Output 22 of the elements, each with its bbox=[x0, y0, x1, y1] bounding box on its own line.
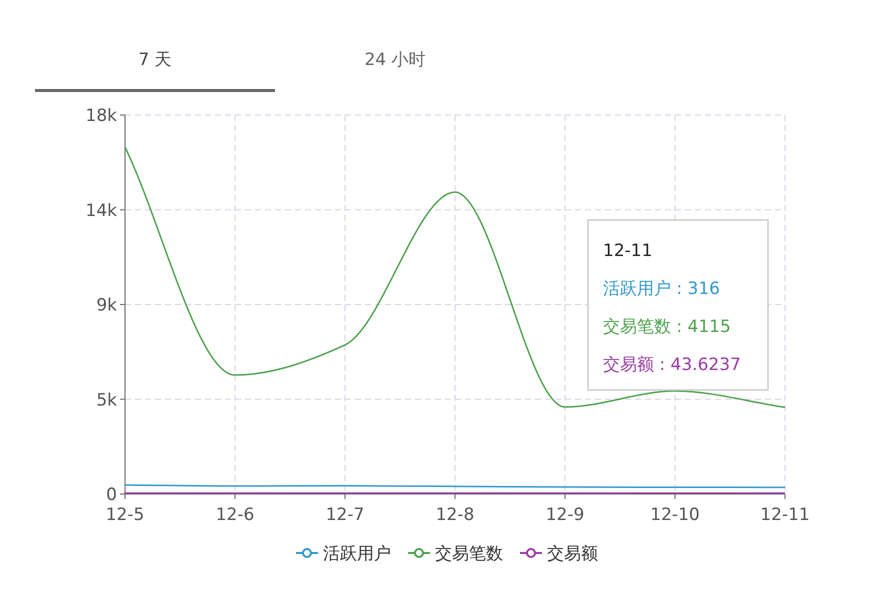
x-tick-label: 12-5 bbox=[106, 505, 144, 525]
legend-label: 活跃用户 bbox=[323, 544, 391, 564]
legend-label: 交易额 bbox=[547, 544, 598, 564]
annotation: 交易额 : 43.6237 bbox=[603, 355, 741, 375]
x-tick-label: 12-8 bbox=[436, 505, 474, 525]
annotation: 12-11 bbox=[603, 241, 652, 261]
y-tick-label: 0 bbox=[106, 485, 117, 505]
y-tick-label: 5k bbox=[96, 390, 118, 410]
y-tick-label: 9k bbox=[96, 296, 118, 316]
text: 7 天 bbox=[138, 50, 172, 70]
x-tick-label: 12-9 bbox=[546, 505, 584, 525]
legend-label: 交易笔数 bbox=[435, 544, 503, 564]
x-tick-label: 12-10 bbox=[650, 505, 700, 525]
x-tick-label: 12-7 bbox=[326, 505, 364, 525]
annotation: 交易笔数 : 4115 bbox=[603, 317, 731, 337]
x-tick-label: 12-11 bbox=[760, 505, 810, 525]
line-series bbox=[124, 146, 786, 408]
y-tick-label: 18k bbox=[86, 106, 118, 126]
text: 24 小时 bbox=[364, 50, 426, 70]
annotation: 活跃用户 : 316 bbox=[603, 279, 720, 299]
y-tick-label: 14k bbox=[86, 200, 118, 221]
x-tick-label: 12-6 bbox=[216, 505, 254, 525]
